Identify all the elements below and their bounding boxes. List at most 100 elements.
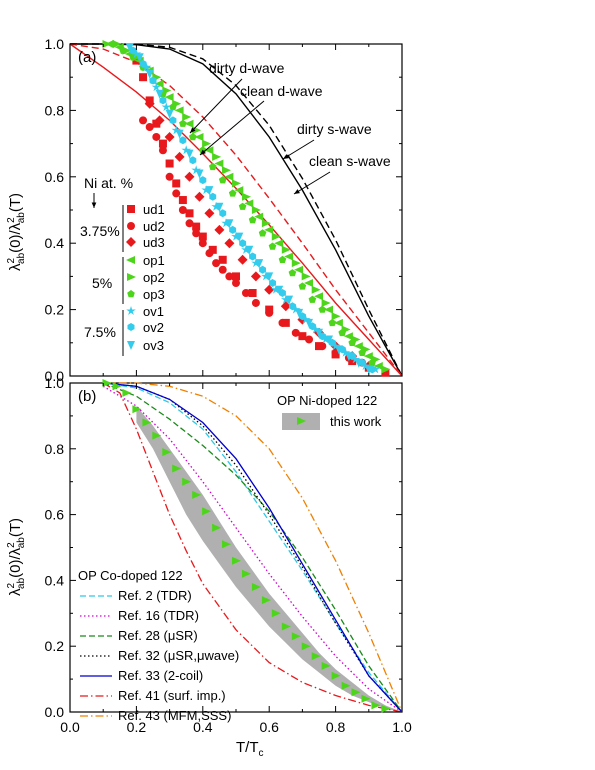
arrow-head: [91, 202, 97, 208]
data-point-ov2: [179, 136, 187, 145]
data-point-op3: [338, 328, 346, 337]
series-line-Ref-33-2-coil-: [103, 382, 403, 713]
data-point-op3: [179, 119, 187, 127]
data-point-ov3: [255, 259, 264, 269]
legend-marker-ov1: [126, 306, 136, 315]
legend-label-ov1: ov1: [143, 304, 164, 319]
data-point-op3: [288, 269, 297, 277]
data-point-ov3: [265, 272, 274, 282]
data-point-op1: [194, 133, 204, 141]
series-line-Ref-43-MFM-SSS-: [103, 382, 403, 713]
data-point-op1: [164, 93, 174, 102]
data-point-this-work: [232, 556, 241, 565]
data-point-op3: [318, 305, 327, 313]
model-curve-clean-d-wave: [69, 43, 403, 377]
data-point-this-work: [242, 569, 251, 578]
data-point-this-work: [182, 477, 192, 486]
data-point-ov1: [281, 294, 291, 304]
data-point-op3: [209, 162, 217, 171]
y-tick-label: 0.4: [45, 572, 65, 588]
data-point-op3: [189, 133, 197, 141]
data-point-this-work: [271, 609, 281, 618]
legend-label-op2: op2: [143, 270, 165, 285]
data-point-ud3: [144, 98, 155, 109]
data-point-op1: [204, 146, 214, 155]
x-axis-label: T/Tc: [236, 739, 264, 759]
annotation-arrow: [189, 78, 243, 134]
annotation-dirty-d-wave: dirty d-wave: [209, 60, 285, 76]
legend-top-entry: this work: [330, 414, 382, 429]
annotation-arrows: [91, 78, 331, 208]
data-point-ud2: [251, 298, 260, 307]
data-point-this-work: [222, 540, 231, 549]
data-point-ud1: [208, 245, 217, 254]
data-point-op3: [268, 242, 277, 250]
legend-marker-ud3: [126, 237, 136, 247]
data-point-ud1: [178, 196, 187, 205]
data-point-this-work: [132, 405, 142, 414]
data-point-ud2: [241, 289, 250, 297]
annotation-clean-d-wave: clean d-wave: [240, 83, 323, 99]
data-point-ov3: [215, 202, 224, 212]
data-point-op3: [109, 40, 117, 48]
data-point-ud2: [185, 219, 194, 228]
data-point-ud3: [237, 254, 248, 265]
data-point-op1: [353, 342, 363, 351]
data-point-op3: [218, 176, 227, 184]
arrow-head: [190, 127, 196, 133]
data-point-this-work: [152, 431, 162, 440]
x-tick-label: 0.2: [127, 719, 147, 735]
data-point-ov1: [161, 102, 171, 112]
data-point-this-work: [331, 671, 341, 680]
data-point-this-work: [291, 632, 301, 641]
model-curve-clean-s-wave: [70, 43, 403, 377]
data-point-op2: [251, 206, 261, 214]
y-axis-label-b: λ2ab(0)/λ2ab(T): [6, 518, 27, 596]
annotation-arrow: [293, 171, 331, 195]
legend-marker-op1: [126, 256, 135, 264]
data-point-ov2: [239, 239, 247, 248]
data-point-this-work: [381, 704, 391, 713]
data-point-ud1: [165, 159, 174, 168]
data-point-ud1: [198, 232, 207, 241]
legend-label-ud2: ud2: [143, 219, 165, 234]
data-point-ov1: [231, 231, 241, 241]
legend-group-7.5: 7.5%: [84, 324, 116, 340]
data-point-ud2: [198, 239, 207, 248]
data-point-op3: [258, 229, 267, 237]
data-point-this-work: [142, 418, 152, 427]
data-point-this-work: [301, 642, 311, 651]
data-point-op2: [212, 152, 222, 161]
data-point-op1: [363, 352, 373, 361]
data-point-ud2: [305, 335, 314, 344]
data-point-op2: [381, 365, 391, 374]
data-point-ov3: [155, 89, 164, 99]
data-point-ud3: [194, 191, 205, 202]
legend-label-Ref-32-SR-wave-: Ref. 32 (μSR,μwave): [118, 648, 239, 663]
data-point-op1: [224, 172, 234, 181]
legend-label-Ref-28-SR-: Ref. 28 (μSR): [118, 628, 198, 643]
data-point-op3: [248, 216, 257, 224]
data-point-this-work: [162, 448, 172, 457]
data-point-ov2: [289, 302, 296, 311]
data-point-op3: [278, 255, 287, 263]
data-point-ud3: [214, 224, 225, 235]
data-point-ud2: [318, 342, 327, 351]
annotation-arrow: [282, 139, 315, 160]
data-point-this-work: [351, 688, 361, 697]
data-point-op3: [328, 318, 337, 327]
data-point-op1: [214, 159, 224, 168]
data-point-ud3: [184, 171, 195, 182]
annotation-clean-s-wave: clean s-wave: [309, 153, 391, 169]
legend-group-5: 5%: [92, 275, 112, 291]
data-point-ud1: [152, 119, 161, 128]
legend-marker-ov3: [127, 341, 135, 350]
data-point-ud2: [192, 229, 201, 238]
data-point-ud1: [298, 332, 307, 341]
y-tick-label: 0.8: [45, 441, 65, 457]
data-point-ud3: [164, 132, 175, 142]
data-point-ov3: [165, 109, 174, 119]
data-point-ud2: [212, 259, 221, 268]
data-point-this-work: [102, 379, 112, 387]
data-point-op2: [202, 139, 212, 148]
